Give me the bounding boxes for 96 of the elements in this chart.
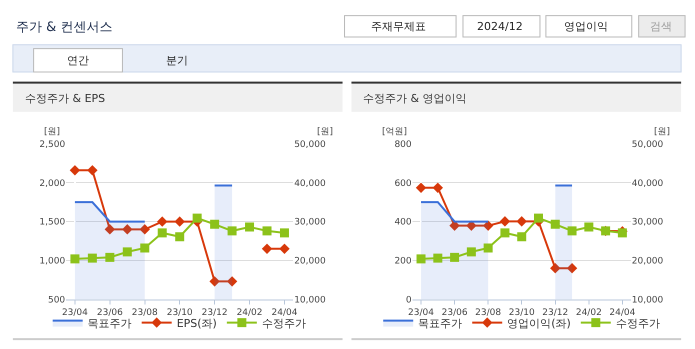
- point: [280, 228, 289, 238]
- x-tick-label: 23/12: [542, 308, 568, 318]
- text: 연간: [67, 54, 89, 67]
- x-tick-label: 23/08: [132, 308, 158, 318]
- x-tick-label: 23/04: [408, 308, 434, 318]
- chart-title: 수정주가 & 영업이익: [363, 92, 467, 105]
- point: [174, 216, 185, 227]
- point: [210, 220, 220, 229]
- point: [568, 226, 577, 236]
- point: [279, 244, 290, 254]
- point: [550, 220, 560, 229]
- y-tick-label: 1,500: [39, 218, 66, 228]
- x-tick-label: 24/04: [272, 308, 298, 318]
- point: [484, 244, 493, 253]
- x-tick-label: 23/12: [202, 308, 228, 318]
- point: [245, 222, 254, 232]
- y-tick-label: 400: [394, 218, 412, 228]
- legend-label: 수정주가: [616, 316, 660, 330]
- point: [175, 232, 184, 242]
- legend-label: EPS(좌): [176, 316, 217, 330]
- point: [262, 226, 272, 236]
- y2-tick-label: 20,000: [632, 256, 664, 267]
- point: [209, 276, 220, 287]
- point: [158, 228, 167, 238]
- point: [433, 254, 442, 263]
- legend-label: 목표주가: [88, 316, 132, 330]
- x-tick-label: 23/10: [508, 308, 535, 318]
- legend-label: 목표주가: [418, 316, 462, 330]
- point: [226, 276, 238, 287]
- x-tick-label: 23/06: [96, 308, 124, 318]
- text: 주재무제표: [371, 20, 426, 33]
- y2-axis-title: [원]: [654, 127, 670, 137]
- text: 검색: [650, 20, 672, 33]
- y2-tick-label: 20,000: [294, 256, 326, 267]
- point: [140, 224, 150, 235]
- point: [466, 220, 477, 231]
- point: [500, 228, 510, 238]
- y2-tick-label: 10,000: [294, 295, 326, 306]
- point: [516, 216, 527, 227]
- y-tick-label: 0: [406, 295, 412, 306]
- y-axis-title: [원]: [44, 127, 60, 137]
- y-tick-label: 800: [394, 140, 412, 150]
- point: [482, 220, 494, 231]
- point: [192, 214, 202, 223]
- point: [140, 244, 150, 253]
- point: [70, 165, 80, 176]
- point: [416, 182, 426, 193]
- y2-tick-label: 50,000: [632, 140, 664, 150]
- y-tick-label: 1,000: [39, 256, 66, 267]
- text: 주가 & 컨센서스: [16, 20, 112, 35]
- y-tick-label: 200: [394, 256, 412, 267]
- point: [105, 252, 114, 262]
- chart-title: 수정주가 & EPS: [25, 92, 106, 105]
- x-tick-label: 23/08: [475, 308, 502, 318]
- text: 영업이익: [564, 20, 608, 33]
- point: [122, 247, 132, 256]
- point: [104, 224, 116, 235]
- point: [534, 214, 543, 223]
- point: [157, 216, 168, 227]
- x-tick-label: 23/10: [166, 308, 193, 318]
- point: [228, 226, 237, 236]
- point: [122, 224, 133, 235]
- legend-label: 영업이익(좌): [507, 316, 571, 330]
- y-tick-label: 2,000: [39, 178, 66, 189]
- point: [87, 165, 98, 176]
- y2-tick-label: 40,000: [632, 178, 664, 189]
- point: [584, 222, 594, 232]
- x-tick-label: 24/02: [576, 308, 602, 318]
- point: [566, 263, 578, 274]
- y2-tick-label: 30,000: [632, 218, 664, 228]
- y-tick-label: 500: [48, 295, 66, 306]
- y2-tick-label: 50,000: [294, 140, 326, 150]
- x-tick-label: 23/06: [442, 308, 468, 318]
- point: [550, 263, 560, 274]
- y-tick-label: 2,500: [39, 140, 66, 150]
- text: 2024/12: [477, 20, 523, 33]
- point: [432, 182, 444, 193]
- point: [466, 247, 476, 256]
- point: [88, 254, 97, 263]
- y2-tick-label: 10,000: [632, 295, 664, 306]
- x-tick-label: 24/02: [236, 308, 263, 318]
- y2-tick-label: 30,000: [294, 218, 326, 228]
- legend-label: 수정주가: [262, 316, 306, 330]
- x-tick-label: 23/04: [62, 308, 88, 318]
- text: 분기: [166, 54, 188, 67]
- point: [500, 216, 510, 227]
- y2-tick-label: 40,000: [294, 178, 326, 189]
- point: [517, 232, 526, 242]
- x-tick-label: 24/04: [609, 308, 636, 318]
- point: [450, 252, 460, 262]
- point: [416, 254, 426, 264]
- y2-axis-title: [원]: [317, 127, 334, 137]
- point: [262, 244, 272, 254]
- point: [70, 254, 80, 264]
- y-tick-label: 600: [394, 178, 412, 189]
- y-axis-title: [억원]: [382, 127, 408, 137]
